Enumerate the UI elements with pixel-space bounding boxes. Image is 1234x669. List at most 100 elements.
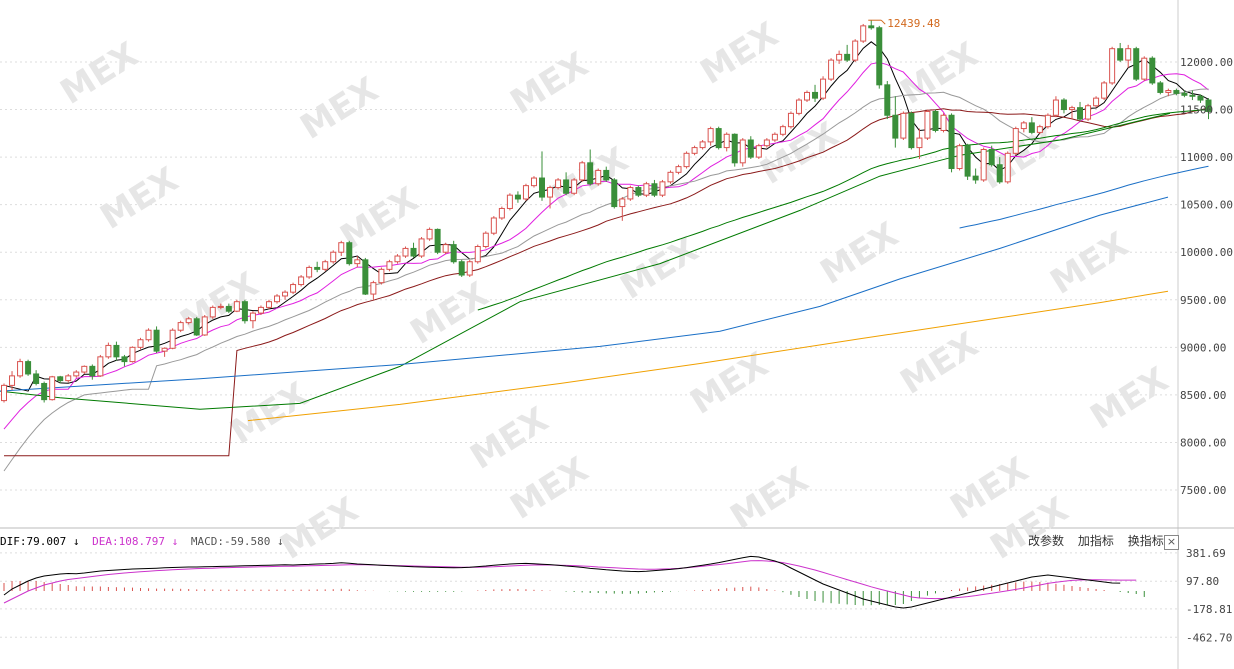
macd-y-tick-label: -462.70 bbox=[1186, 631, 1232, 644]
candle bbox=[418, 237, 425, 258]
candle bbox=[113, 341, 120, 361]
candle-body-down bbox=[715, 128, 722, 149]
macd-y-tick-label: 97.80 bbox=[1186, 575, 1219, 588]
candle-body-down bbox=[346, 242, 353, 265]
y-tick-label: 8500.00 bbox=[1180, 389, 1226, 402]
candle bbox=[940, 113, 947, 133]
candle-body-down bbox=[563, 179, 570, 194]
candle-body-down bbox=[844, 53, 851, 61]
candle-body-up bbox=[161, 347, 168, 352]
watermark: MEX bbox=[294, 70, 386, 148]
candle-body-up bbox=[900, 112, 907, 139]
candle bbox=[1117, 42, 1124, 62]
candle-body-up bbox=[1085, 105, 1092, 120]
dea-readout: DEA:108.797 bbox=[92, 535, 165, 548]
candle-body-up bbox=[659, 181, 666, 196]
candle bbox=[667, 170, 674, 184]
y-tick-label: 9000.00 bbox=[1180, 341, 1226, 354]
candle bbox=[378, 267, 385, 285]
candle bbox=[330, 250, 337, 264]
candle-body-down bbox=[57, 376, 64, 382]
candle-body-up bbox=[619, 198, 626, 208]
candle bbox=[868, 20, 875, 30]
candle bbox=[956, 143, 963, 171]
candle bbox=[1181, 90, 1188, 98]
candle bbox=[434, 228, 441, 255]
close-icon[interactable]: × bbox=[1164, 535, 1179, 550]
candlestick-series bbox=[1, 20, 1212, 403]
y-tick-label: 11000.00 bbox=[1180, 151, 1233, 164]
watermark: MEX bbox=[614, 230, 706, 308]
candle bbox=[1012, 126, 1019, 156]
candle bbox=[249, 311, 256, 329]
candle bbox=[73, 370, 80, 378]
candle bbox=[1044, 113, 1051, 129]
dif-readout: DIF:79.007 bbox=[0, 535, 67, 548]
candle bbox=[627, 185, 634, 201]
candle bbox=[731, 133, 738, 167]
candle bbox=[900, 111, 907, 140]
candle bbox=[1157, 81, 1164, 95]
candle-body-down bbox=[1189, 94, 1196, 97]
candle-body-up bbox=[683, 152, 690, 168]
indicator-toolbar: 改参数 加指标 换指标 bbox=[1028, 532, 1174, 550]
candle-body-down bbox=[651, 183, 658, 196]
dea-arrow: ↓ bbox=[171, 535, 179, 548]
candle bbox=[980, 147, 987, 182]
candle-body-up bbox=[924, 110, 931, 139]
macd-y-axis: 381.69 97.80 -178.81 -462.70 bbox=[1186, 547, 1232, 644]
candle bbox=[836, 50, 843, 64]
candle-body-down bbox=[948, 114, 955, 170]
candle bbox=[193, 316, 200, 336]
candle bbox=[1189, 90, 1196, 101]
watermark: MEX bbox=[894, 325, 986, 403]
candle-body-up bbox=[49, 376, 56, 401]
candle-body-up bbox=[137, 339, 144, 348]
candle-body-up bbox=[1165, 90, 1172, 93]
candle-body-down bbox=[892, 114, 899, 139]
candle bbox=[723, 132, 730, 152]
candle bbox=[306, 265, 313, 279]
candle-body-up bbox=[795, 99, 802, 114]
candle-body-up bbox=[940, 114, 947, 131]
dif-arrow: ↓ bbox=[72, 535, 80, 548]
candle-body-down bbox=[603, 169, 610, 181]
macd-arrow: ↓ bbox=[276, 535, 284, 548]
dif-line bbox=[3, 555, 1121, 609]
candle bbox=[17, 358, 24, 378]
candle bbox=[579, 160, 586, 182]
candle bbox=[563, 172, 570, 196]
switch-indicator-button[interactable]: 换指标 bbox=[1127, 534, 1164, 548]
candle bbox=[747, 136, 754, 160]
candle-body-up bbox=[804, 91, 810, 101]
candle bbox=[555, 178, 562, 190]
candle bbox=[129, 346, 136, 363]
add-indicator-button[interactable]: 加指标 bbox=[1077, 534, 1114, 548]
candle-body-down bbox=[747, 139, 754, 158]
candle bbox=[924, 109, 931, 140]
candle bbox=[571, 178, 578, 196]
edit-params-button[interactable]: 改参数 bbox=[1028, 534, 1065, 548]
candle bbox=[1149, 56, 1156, 85]
candle bbox=[49, 375, 56, 401]
candle-body-up bbox=[274, 295, 281, 303]
candle-body-up bbox=[691, 147, 698, 154]
candle-body-up bbox=[787, 112, 794, 128]
candle bbox=[354, 256, 361, 268]
candle bbox=[603, 166, 610, 182]
candle bbox=[177, 320, 184, 333]
candle bbox=[514, 191, 521, 203]
candle-body-up bbox=[177, 322, 184, 331]
candle-body-up bbox=[627, 187, 634, 200]
candle-body-down bbox=[1077, 107, 1084, 120]
candle-body-up bbox=[555, 179, 562, 189]
candle-body-down bbox=[932, 110, 939, 131]
candle bbox=[161, 347, 168, 357]
candle-body-up bbox=[755, 145, 762, 158]
candle-body-down bbox=[868, 25, 875, 29]
candle-body-up bbox=[980, 149, 987, 181]
candle-body-up bbox=[707, 128, 714, 143]
candle-body-down bbox=[1181, 92, 1188, 96]
candle bbox=[787, 111, 794, 129]
